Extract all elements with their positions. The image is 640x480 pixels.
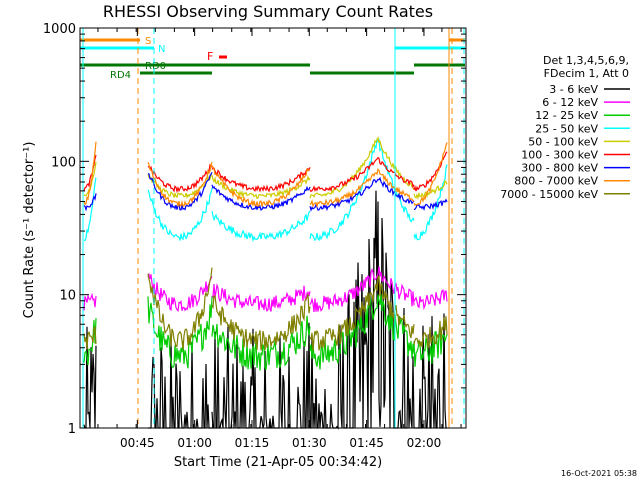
series-line-segment	[309, 293, 415, 370]
legend-label: 7000 - 15000 keV	[500, 188, 598, 201]
series-line-segment	[147, 171, 213, 211]
night-flag-label: N	[158, 44, 165, 55]
x-tick-label: 01:30	[292, 436, 327, 450]
series-800-7000-kev	[83, 141, 448, 209]
legend: Det 1,3,4,5,6,9,FDecim 1, Att 0 3 - 6 keV…	[500, 54, 630, 201]
axes: 00:45 01:00 01:15 01:30 01:45 02:00 1 10 100 1000	[43, 22, 466, 450]
series-line-segment	[83, 193, 97, 212]
y-tick-label: 1	[68, 422, 76, 437]
series-line-segment	[309, 266, 415, 313]
y-tick-label: 1000	[43, 22, 76, 37]
series-line-segment	[83, 141, 97, 206]
series-line-segment	[211, 167, 311, 193]
footer-date: 16-Oct-2021 05:38	[561, 469, 637, 478]
series-line-segment	[309, 168, 415, 209]
series-line-segment	[413, 180, 448, 200]
x-tick-label: 02:00	[407, 436, 442, 450]
series-line-segment	[147, 267, 213, 350]
series-line-segment	[413, 142, 448, 207]
series-6-12-kev	[83, 266, 448, 313]
series-line-segment	[309, 275, 415, 352]
plot-frame	[79, 27, 467, 429]
legend-label: 50 - 100 keV	[528, 135, 598, 148]
series-line-segment	[83, 154, 97, 191]
x-tick-label: 00:45	[120, 436, 155, 450]
series-line-segment	[83, 292, 97, 311]
series-line-segment	[309, 156, 415, 193]
y-axis-label: Count Rate (s⁻¹ detector⁻¹)	[22, 142, 37, 319]
legend-header: FDecim 1, Att 0	[544, 67, 629, 80]
series-line-segment	[413, 316, 448, 349]
series-300-800-kev	[83, 171, 448, 212]
saa-flag-label: S	[145, 36, 151, 47]
series-line-segment	[211, 315, 311, 371]
y-tick-label: 100	[51, 155, 76, 170]
series-line-segment	[413, 198, 448, 211]
legend-label: 3 - 6 keV	[549, 83, 598, 96]
rd0-flag-label: RD0	[145, 61, 166, 72]
series-line-segment	[309, 138, 415, 242]
series-line-segment	[83, 177, 97, 242]
x-axis-label: Start Time (21-Apr-05 00:34:42)	[174, 455, 382, 470]
legend-label: 300 - 800 keV	[521, 162, 598, 175]
series-line-segment	[211, 184, 311, 211]
x-tick-label: 01:15	[235, 436, 270, 450]
legend-label: 6 - 12 keV	[542, 96, 598, 109]
legend-header: Det 1,3,4,5,6,9,	[543, 54, 629, 67]
series-line-segment	[147, 161, 213, 207]
series-line-segment	[309, 176, 415, 212]
series-line-segment	[83, 325, 97, 350]
legend-label: 800 - 7000 keV	[514, 175, 598, 188]
series-line-segment	[211, 282, 311, 313]
x-tick-label: 01:45	[349, 436, 384, 450]
series-line-segment	[147, 163, 212, 194]
series-7000-15000-kev	[83, 267, 448, 352]
plot-area: SN F RD0 RD4	[80, 28, 465, 430]
series-line-segment	[147, 296, 213, 369]
series-12-25-kev	[83, 293, 448, 371]
series-line-segment	[147, 188, 213, 241]
chart-title: RHESSI Observing Summary Count Rates	[103, 2, 433, 21]
series-line-segment	[211, 210, 311, 243]
series-line-segment	[309, 136, 415, 199]
y-tick-label: 10	[59, 289, 76, 304]
series-line-segment	[147, 272, 213, 313]
flare-flag-label: F	[207, 50, 213, 63]
x-tick-label: 01:00	[177, 436, 212, 450]
legend-label: 25 - 50 keV	[535, 122, 598, 135]
series-line-segment	[83, 318, 97, 366]
series-line-segment	[211, 294, 311, 351]
series-line-segment	[413, 151, 448, 192]
series-line-segment	[211, 165, 311, 207]
series-line-segment	[413, 289, 448, 311]
legend-label: 12 - 25 keV	[535, 109, 598, 122]
rd4-flag-label: RD4	[110, 70, 131, 81]
legend-label: 100 - 300 keV	[521, 149, 598, 162]
series-100-300-kev	[83, 151, 448, 194]
